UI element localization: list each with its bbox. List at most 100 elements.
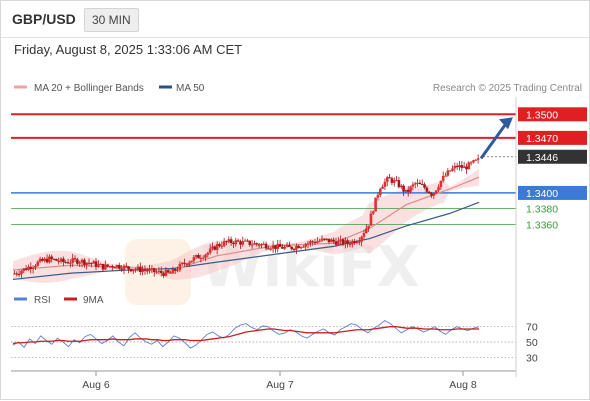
- candle-body: [201, 257, 205, 259]
- candle-body: [441, 176, 445, 181]
- candle-body: [446, 170, 450, 176]
- candle-body: [38, 258, 42, 262]
- candle-body: [290, 246, 294, 250]
- candle-body: [318, 240, 321, 242]
- rsi-series-RSI: [12, 319, 480, 349]
- candle-body: [73, 258, 77, 260]
- candle-body: [183, 262, 186, 264]
- candle-body: [451, 168, 454, 171]
- candle-body: [430, 193, 433, 196]
- rsi-tick-70: 70: [526, 322, 538, 334]
- candle-body: [159, 270, 163, 274]
- candle-body: [406, 189, 410, 192]
- candle-body: [397, 180, 401, 188]
- candle-body: [448, 170, 452, 172]
- candle-body: [476, 158, 480, 160]
- candle-body: [367, 225, 370, 229]
- level-label-1.3470: 1.3470: [526, 133, 558, 145]
- candle-body: [283, 246, 287, 249]
- candle-body: [194, 255, 198, 258]
- ma-bb-legend-label: MA 20 + Bollinger Bands: [34, 83, 144, 94]
- candle-body: [341, 239, 345, 245]
- candle-body: [143, 269, 147, 271]
- candle-body: [330, 239, 333, 243]
- candle-body: [176, 270, 179, 272]
- candle-body: [17, 274, 21, 276]
- candle-body: [45, 258, 49, 263]
- x-tick-label: Aug 6: [82, 379, 110, 391]
- candle-body: [383, 181, 387, 187]
- candle-body: [439, 180, 443, 188]
- candle-body: [351, 240, 354, 245]
- candle-body: [409, 186, 412, 192]
- candle-body: [304, 244, 308, 247]
- candle-body: [346, 240, 349, 244]
- candle-body: [360, 236, 363, 242]
- candle-body: [41, 258, 44, 261]
- candle-body: [292, 249, 296, 251]
- candle-body: [462, 166, 466, 168]
- candle-body: [320, 238, 324, 241]
- candle-body: [332, 239, 335, 242]
- candle-body: [323, 238, 326, 240]
- candle-body: [166, 270, 170, 273]
- level-label-1.3400: 1.3400: [526, 188, 558, 200]
- candle-body: [131, 270, 135, 272]
- candle-body: [418, 182, 422, 185]
- candle-body: [24, 268, 28, 270]
- candle-body: [453, 165, 457, 169]
- candle-body: [64, 262, 68, 264]
- timeframe-button[interactable]: 30 MIN: [84, 8, 139, 32]
- candle-body: [437, 187, 440, 191]
- candle-body: [276, 244, 280, 249]
- candle-body: [362, 233, 366, 237]
- candle-body: [69, 262, 72, 264]
- candle-body: [309, 241, 312, 244]
- candle-body: [306, 243, 310, 245]
- candle-body: [392, 180, 396, 183]
- candle-body: [243, 240, 247, 242]
- candle-body: [192, 257, 196, 261]
- candle-body: [313, 241, 317, 243]
- candle-body: [255, 243, 259, 245]
- target-arrow-head: [499, 117, 513, 130]
- candle-body: [246, 240, 249, 242]
- candle-body: [162, 273, 165, 276]
- candle-body: [78, 262, 81, 264]
- candle-body: [253, 243, 256, 245]
- ma50-line: [12, 201, 480, 281]
- level-tag-1.3400: [518, 185, 587, 200]
- candle-body: [20, 270, 23, 275]
- candle-body: [385, 177, 389, 182]
- candle-body: [278, 244, 282, 247]
- rsi-panel: 70 50 30: [11, 319, 538, 364]
- candle-body: [99, 263, 102, 265]
- candle-body: [127, 266, 130, 270]
- candle-body: [141, 269, 144, 272]
- candle-body: [211, 246, 214, 249]
- candle-body: [190, 260, 193, 263]
- candle-body: [164, 270, 168, 276]
- candle-body: [469, 162, 473, 164]
- candle-body: [325, 238, 328, 240]
- candle-body: [80, 259, 84, 263]
- candle-body: [62, 258, 65, 263]
- candle-body: [113, 267, 116, 269]
- candle-body: [185, 263, 189, 265]
- candle-body: [213, 246, 217, 250]
- candle-body: [236, 240, 240, 242]
- price-chart: 1.3500 1.3470 1.3446 1.3400 1.3380 1.3360: [11, 107, 587, 283]
- candle-body: [425, 187, 429, 192]
- candle-body: [59, 258, 63, 262]
- candle-body: [218, 244, 221, 247]
- candle-body: [378, 188, 382, 195]
- candle-body: [269, 248, 273, 250]
- candle-body: [432, 193, 436, 196]
- candle-body: [57, 260, 61, 262]
- candle-body: [171, 269, 175, 274]
- candle-body: [232, 243, 235, 245]
- candle-body: [122, 265, 126, 270]
- candle-body: [92, 261, 95, 264]
- candle-body: [353, 240, 356, 244]
